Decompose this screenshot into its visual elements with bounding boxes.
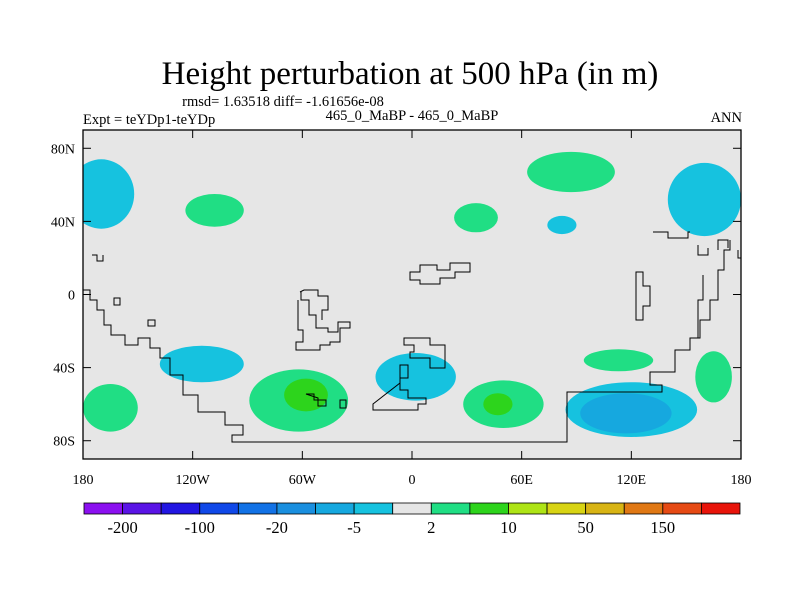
- y-tick-label-3: 40S: [53, 362, 75, 377]
- right-label: ANN: [711, 110, 743, 126]
- colorbar-box-4: [237, 502, 278, 515]
- negative-anomaly-4: [547, 215, 577, 235]
- coastline-3: [653, 231, 690, 239]
- colorbar-box-2: [160, 502, 201, 515]
- coastline-5: [737, 250, 741, 259]
- coastline-12: [305, 393, 327, 407]
- y-tick-label-0: 80N: [51, 142, 75, 157]
- colorbar-box-0: [83, 502, 123, 515]
- x-tick-label-6: 180: [731, 473, 752, 488]
- colorbar-label-2: -20: [266, 518, 288, 537]
- colorbar-label-0: -200: [107, 518, 137, 537]
- negative-anomaly-14: [580, 393, 672, 434]
- colorbar-box-3: [199, 502, 239, 515]
- positive-anomaly-9: [284, 378, 328, 412]
- x-tick-label-5: 120E: [617, 473, 647, 488]
- colorbar-label-5: 10: [500, 518, 517, 537]
- colorbar-label-1: -100: [185, 518, 215, 537]
- colorbar-box-7: [353, 502, 394, 515]
- x-tick-label-0: 180: [73, 473, 94, 488]
- colorbar-label-6: 50: [577, 518, 594, 537]
- colorbar-box-8: [392, 502, 432, 515]
- x-tick-label-4: 60E: [510, 473, 533, 488]
- anomaly-field: [83, 151, 741, 437]
- coastline-13: [339, 399, 347, 409]
- colorbar-label-4: 2: [427, 518, 435, 537]
- colorbar-box-10: [469, 502, 509, 515]
- coastlines: [83, 231, 741, 443]
- colorbar-box-16: [701, 502, 741, 515]
- chart-title: Height perturbation at 500 hPa (in m): [162, 56, 659, 92]
- coastline-7: [409, 262, 471, 285]
- colorbar-box-15: [662, 502, 702, 515]
- colorbar-box-11: [508, 502, 548, 515]
- coastline-0: [83, 240, 731, 443]
- colorbar-box-12: [546, 502, 587, 515]
- negative-anomaly-10: [375, 353, 456, 401]
- positive-anomaly-12: [483, 393, 513, 416]
- coastline-4: [697, 245, 709, 256]
- colorbar-box-14: [623, 502, 664, 515]
- x-axis: 180 120W 60W 0 60E 120E 180: [73, 130, 752, 488]
- x-tick-label-3: 0: [409, 473, 416, 488]
- coastline-15: [113, 297, 156, 327]
- positive-anomaly-6: [83, 384, 138, 432]
- coastline-9: [299, 289, 329, 320]
- center-label: 465_0_MaBP - 465_0_MaBP: [326, 108, 499, 124]
- positive-anomaly-16: [695, 351, 732, 403]
- negative-anomaly-5: [667, 162, 741, 237]
- positive-anomaly-15: [583, 349, 654, 372]
- coastline-11: [372, 364, 427, 411]
- y-tick-label-2: 0: [68, 289, 75, 304]
- colorbar-box-9: [430, 502, 471, 515]
- colorbar: -200 -100 -20 -5 2 10 50 150: [83, 502, 741, 537]
- negative-anomaly-7: [159, 345, 244, 383]
- coastline-6: [635, 271, 651, 321]
- chart-subtitle: rmsd= 1.63518 diff= -1.61656e-08: [182, 94, 384, 110]
- coastline-1: [697, 275, 704, 338]
- colorbar-box-6: [315, 502, 355, 515]
- colorbar-box-5: [276, 502, 316, 515]
- coastline-10: [403, 337, 446, 369]
- coastline-2: [717, 239, 729, 250]
- colorbar-label-7: 150: [650, 518, 675, 537]
- positive-anomaly-3: [527, 151, 615, 193]
- colorbar-label-3: -5: [347, 518, 361, 537]
- colorbar-box-13: [585, 502, 625, 515]
- left-label: Expt = teYDp1-teYDp: [83, 112, 215, 128]
- y-tick-label-1: 40N: [51, 215, 75, 230]
- coastline-14: [92, 254, 104, 262]
- x-tick-label-1: 120W: [176, 473, 211, 488]
- positive-anomaly-1: [185, 194, 244, 227]
- colorbar-box-1: [122, 502, 162, 515]
- coastline-8: [295, 292, 351, 351]
- y-tick-label-4: 80S: [53, 435, 75, 450]
- y-axis: 80N 40N 0 40S 80S: [51, 142, 741, 450]
- x-tick-label-2: 60W: [289, 473, 317, 488]
- positive-anomaly-2: [454, 203, 498, 233]
- negative-anomaly-0: [83, 159, 135, 229]
